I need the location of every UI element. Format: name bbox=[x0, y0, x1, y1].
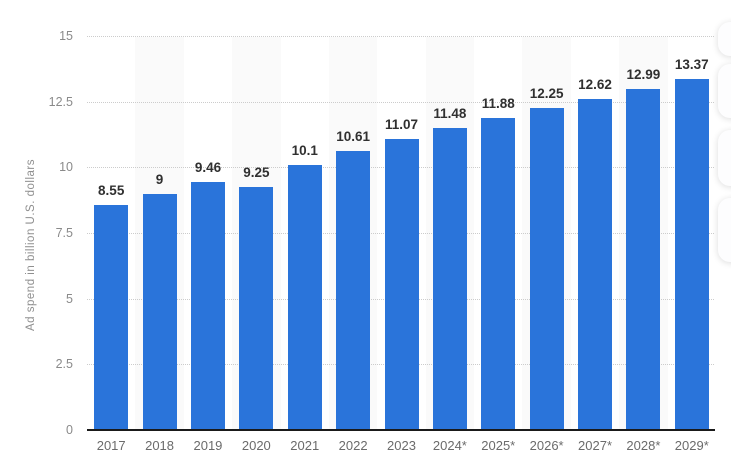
x-tick-label: 2020 bbox=[241, 438, 271, 453]
y-tick-label: 7.5 bbox=[55, 226, 73, 240]
right-rail-card bbox=[718, 22, 731, 56]
bar-2022[interactable] bbox=[336, 151, 371, 430]
bar-value-label: 12.99 bbox=[626, 66, 661, 82]
x-tick-label: 2028* bbox=[626, 438, 661, 453]
x-tick-label: 2026* bbox=[529, 438, 564, 453]
y-tick-label: 2.5 bbox=[55, 357, 73, 372]
gridline bbox=[87, 101, 716, 103]
bar-2024*[interactable] bbox=[432, 128, 467, 430]
gridline bbox=[87, 36, 716, 37]
y-tick-label: 0 bbox=[66, 423, 73, 437]
bar-value-label: 12.62 bbox=[578, 76, 612, 92]
y-tick-label: 10 bbox=[59, 160, 73, 175]
bar-2017[interactable] bbox=[94, 205, 129, 430]
bar-value-label: 13.37 bbox=[674, 56, 709, 72]
bar-2027*[interactable] bbox=[578, 98, 613, 430]
right-rail-card bbox=[718, 130, 731, 186]
bar-2028*[interactable] bbox=[626, 88, 661, 430]
x-axis-line bbox=[87, 429, 718, 431]
x-tick-label: 2022 bbox=[338, 438, 368, 453]
bar-2020[interactable] bbox=[239, 187, 274, 430]
x-tick-label: 2025* bbox=[481, 438, 516, 453]
x-tick-label: 2017 bbox=[96, 438, 126, 453]
bar-value-label: 12.25 bbox=[529, 86, 564, 102]
bar-value-label: 8.55 bbox=[98, 183, 125, 199]
bar-value-label: 11.48 bbox=[433, 106, 467, 122]
bar-value-label: 11.88 bbox=[481, 95, 515, 111]
bar-2029*[interactable] bbox=[674, 78, 709, 430]
bar-2025*[interactable] bbox=[481, 117, 516, 430]
y-tick-label: 5 bbox=[66, 291, 73, 306]
right-rail bbox=[715, 0, 731, 462]
bar-value-label: 11.07 bbox=[384, 117, 419, 133]
x-tick-label: 2021 bbox=[290, 438, 320, 453]
bar-value-label: 9 bbox=[155, 171, 164, 187]
right-rail-card bbox=[718, 64, 731, 118]
y-tick-label: 15 bbox=[59, 29, 73, 43]
x-tick-label: 2027* bbox=[578, 438, 613, 453]
x-tick-label: 2019 bbox=[193, 438, 223, 453]
bar-2019[interactable] bbox=[190, 181, 225, 430]
x-tick-label: 2018 bbox=[145, 438, 175, 453]
x-tick-label: 2029* bbox=[674, 438, 709, 453]
bar-2026*[interactable] bbox=[529, 108, 564, 430]
bar-2018[interactable] bbox=[142, 193, 177, 430]
bar-value-label: 10.1 bbox=[291, 142, 318, 158]
right-rail-card bbox=[718, 198, 731, 262]
x-tick-label: 2023 bbox=[387, 438, 416, 453]
bar-value-label: 9.46 bbox=[194, 159, 222, 175]
bar-value-label: 9.25 bbox=[243, 165, 270, 181]
x-tick-label: 2024* bbox=[432, 438, 467, 453]
bar-value-label: 10.61 bbox=[336, 129, 370, 145]
bar-2023[interactable] bbox=[384, 139, 419, 430]
bar-2021[interactable] bbox=[287, 164, 322, 430]
y-tick-label: 12.5 bbox=[48, 94, 73, 109]
